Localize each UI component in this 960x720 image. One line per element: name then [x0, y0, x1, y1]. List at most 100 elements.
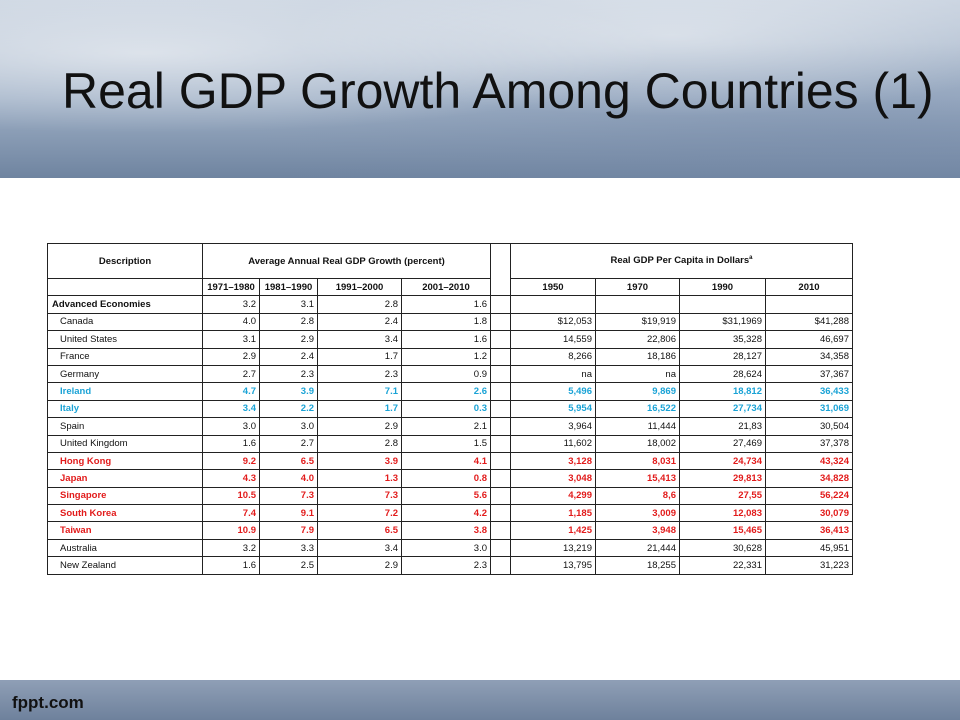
percapita-cell: 18,186	[595, 347, 680, 366]
percapita-cell: 21,444	[595, 538, 680, 558]
percapita-cell: 1,425	[510, 521, 596, 540]
growth-cell: 2.9	[317, 556, 402, 575]
percapita-cell: 43,324	[765, 451, 853, 471]
percapita-cell: 15,413	[595, 469, 680, 488]
table-row: South Korea 7.4 9.1 7.2 4.2 1,185 3,009 12,083 3…	[47, 504, 853, 523]
growth-cell: 3.0	[401, 538, 491, 558]
percapita-cell: na	[595, 364, 680, 384]
growth-cell: 3.1	[202, 330, 260, 349]
gap-cell	[490, 364, 511, 384]
row-description: Italy	[47, 399, 203, 419]
percapita-cell: 22,806	[595, 330, 680, 349]
percapita-cell: 36,433	[765, 382, 853, 401]
growth-cell: 1.7	[317, 347, 402, 366]
growth-cell: 2.1	[401, 417, 491, 436]
growth-cell: 6.5	[259, 451, 318, 471]
growth-cell: 5.6	[401, 486, 491, 506]
row-description: Singapore	[47, 486, 203, 506]
brand-logo-text: fppt.com	[12, 693, 84, 712]
gap-cell	[490, 312, 511, 332]
percapita-cell: 1,185	[510, 504, 596, 523]
percapita-cell: 11,444	[595, 417, 680, 436]
percapita-cell: 28,624	[679, 364, 766, 384]
subheader-cell: 2010	[765, 277, 853, 297]
percapita-cell: 3,948	[595, 521, 680, 540]
table-row: Germany 2.7 2.3 2.3 0.9 na na 28,624 37,367	[47, 364, 853, 384]
header-gap	[490, 242, 511, 297]
percapita-cell: 27,469	[679, 434, 766, 453]
percapita-cell: 46,697	[765, 330, 853, 349]
row-description: Germany	[47, 364, 203, 384]
percapita-cell	[679, 295, 766, 314]
growth-cell: 7.2	[317, 504, 402, 523]
percapita-cell: 9,869	[595, 382, 680, 401]
growth-cell: 3.3	[259, 538, 318, 558]
header-percapita-mark: a	[749, 255, 753, 262]
percapita-cell: 21,83	[679, 417, 766, 436]
table-row: Taiwan 10.9 7.9 6.5 3.8 1,425 3,948 15,465 36,41…	[47, 521, 853, 540]
growth-cell: 4.0	[202, 312, 260, 332]
percapita-cell: 30,504	[765, 417, 853, 436]
footer-background	[0, 680, 960, 720]
growth-cell: 7.3	[259, 486, 318, 506]
subheader-cell: 1990	[679, 277, 766, 297]
growth-cell: 6.5	[317, 521, 402, 540]
percapita-cell: 12,083	[679, 504, 766, 523]
table-row: Japan 4.3 4.0 1.3 0.8 3,048 15,413 29,813 34,828	[47, 469, 853, 488]
growth-cell: 7.3	[317, 486, 402, 506]
row-description: United States	[47, 330, 203, 349]
gap-cell	[490, 382, 511, 401]
subheader-cell: 1970	[595, 277, 680, 297]
percapita-cell: 18,002	[595, 434, 680, 453]
growth-cell: 1.6	[202, 556, 260, 575]
gap-cell	[490, 434, 511, 453]
growth-cell: 2.9	[202, 347, 260, 366]
percapita-cell: 8,6	[595, 486, 680, 506]
subheader-cell: 2001–2010	[401, 277, 491, 297]
table-header-row: Description Average Annual Real GDP Grow…	[47, 242, 853, 297]
gap-cell	[490, 417, 511, 436]
header-percapita-group: Real GDP Per Capita in Dollarsa	[510, 243, 853, 279]
growth-cell: 2.6	[401, 382, 491, 401]
percapita-cell: $31,1969	[679, 312, 766, 332]
percapita-cell: na	[510, 364, 596, 384]
percapita-cell	[595, 295, 680, 314]
percapita-cell: 3,964	[510, 417, 596, 436]
percapita-cell: 18,812	[679, 382, 766, 401]
table-row: New Zealand 1.6 2.5 2.9 2.3 13,795 18,255 22,33…	[47, 556, 853, 575]
table-row: Australia 3.2 3.3 3.4 3.0 13,219 21,444 30,628 4…	[47, 538, 853, 558]
growth-cell: 2.2	[259, 399, 318, 419]
growth-cell: 4.7	[202, 382, 260, 401]
growth-cell: 2.9	[317, 417, 402, 436]
growth-cell: 2.5	[259, 556, 318, 575]
table-body: Advanced Economies 3.2 3.1 2.8 1.6 Canada 4.0 2…	[47, 295, 853, 575]
growth-cell: 3.4	[317, 330, 402, 349]
percapita-cell: 8,266	[510, 347, 596, 366]
growth-cell: 3.9	[317, 451, 402, 471]
row-description: France	[47, 347, 203, 366]
growth-cell: 2.4	[259, 347, 318, 366]
growth-cell: 7.4	[202, 504, 260, 523]
percapita-cell: 31,069	[765, 399, 853, 419]
growth-cell: 4.3	[202, 469, 260, 488]
growth-cell: 4.0	[259, 469, 318, 488]
percapita-cell: 34,828	[765, 469, 853, 488]
gap-cell	[490, 469, 511, 488]
growth-cell: 2.3	[317, 364, 402, 384]
growth-cell: 1.8	[401, 312, 491, 332]
percapita-cell: 31,223	[765, 556, 853, 575]
percapita-cell: $41,288	[765, 312, 853, 332]
percapita-cell: 36,413	[765, 521, 853, 540]
gap-cell	[490, 451, 511, 471]
percapita-cell: 45,951	[765, 538, 853, 558]
percapita-cell: 4,299	[510, 486, 596, 506]
row-description: Spain	[47, 417, 203, 436]
percapita-cell: $19,919	[595, 312, 680, 332]
growth-cell: 4.1	[401, 451, 491, 471]
subheader-empty	[47, 277, 203, 297]
growth-cell: 0.8	[401, 469, 491, 488]
growth-cell: 3.2	[202, 538, 260, 558]
percapita-cell: 27,734	[679, 399, 766, 419]
row-description: Taiwan	[47, 521, 203, 540]
table-row: Spain 3.0 3.0 2.9 2.1 3,964 11,444 21,83 30,504	[47, 417, 853, 436]
